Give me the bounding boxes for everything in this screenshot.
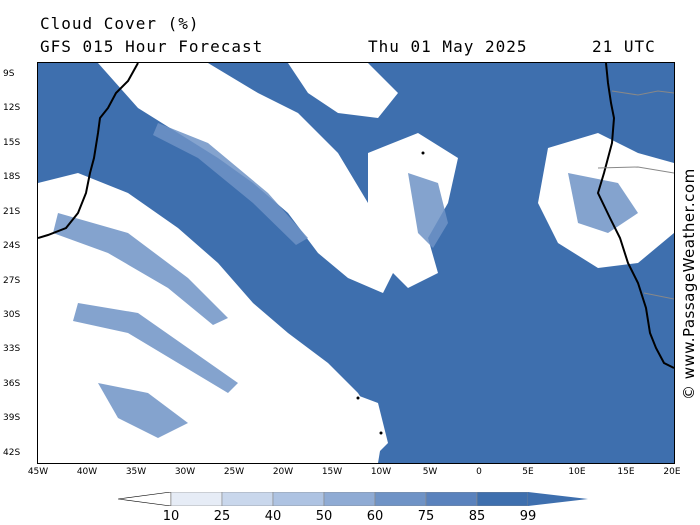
forecast-date: Thu 01 May 2025 [368, 37, 528, 56]
lat-label: 27S [3, 276, 21, 286]
lon-label: 20E [663, 467, 681, 477]
legend-swatch [476, 492, 529, 506]
lon-label: 5E [522, 467, 534, 477]
lat-label: 24S [3, 241, 21, 251]
country-borders [597, 90, 674, 300]
legend-label: 10 [162, 509, 180, 524]
lon-label: 10W [370, 467, 392, 477]
lat-label: 9S [3, 69, 15, 79]
legend-swatch [425, 492, 478, 506]
lat-label: 15S [3, 138, 21, 148]
credit-text: © www.PassageWeather.com [680, 168, 698, 400]
legend-swatch [170, 492, 223, 506]
map-title: Cloud Cover (%) [40, 14, 200, 33]
lat-label: 36S [3, 379, 21, 389]
lon-label: 5W [422, 467, 438, 477]
clear-region-south [283, 388, 388, 463]
legend-label: 99 [519, 509, 537, 524]
lat-label: 18S [3, 172, 21, 182]
legend-label: 75 [417, 509, 435, 524]
legend-label: 25 [213, 509, 231, 524]
legend-swatch [374, 492, 427, 506]
lon-label: 10E [568, 467, 586, 477]
coastlines [38, 63, 674, 369]
lon-label: 40W [76, 467, 98, 477]
legend-swatch [323, 492, 376, 506]
legend-colorbar [118, 492, 588, 506]
legend-label: 40 [264, 509, 282, 524]
lat-label: 39S [3, 413, 21, 423]
legend-tip-high [528, 492, 588, 506]
lat-label: 12S [3, 103, 21, 113]
africa-coast [596, 63, 674, 369]
south-america-coast [38, 63, 139, 239]
lon-label: 20W [272, 467, 294, 477]
lat-label: 42S [3, 448, 21, 458]
lat-label: 33S [3, 344, 21, 354]
islands [356, 151, 425, 435]
lat-label: 30S [3, 310, 21, 320]
map-canvas [38, 63, 674, 463]
lon-label: 15E [617, 467, 635, 477]
lon-label: 30W [174, 467, 196, 477]
lat-label: 21S [3, 207, 21, 217]
forecast-subtitle: GFS 015 Hour Forecast [40, 37, 264, 56]
cloud-cover-map[interactable] [37, 62, 675, 464]
legend-label: 50 [315, 509, 333, 524]
lon-label: 15W [321, 467, 343, 477]
legend-label: 85 [468, 509, 486, 524]
legend-label: 60 [366, 509, 384, 524]
legend-tip-low [118, 492, 172, 506]
legend-swatch [272, 492, 325, 506]
clear-region-north-centre [288, 63, 398, 118]
lon-label: 45W [27, 467, 49, 477]
lon-label: 25W [223, 467, 245, 477]
lon-label: 0 [476, 467, 482, 477]
lon-label: 35W [125, 467, 147, 477]
legend-swatch [221, 492, 274, 506]
clear-region-centre [368, 133, 458, 288]
cloud-streaks [53, 123, 638, 438]
forecast-time: 21 UTC [592, 37, 656, 56]
